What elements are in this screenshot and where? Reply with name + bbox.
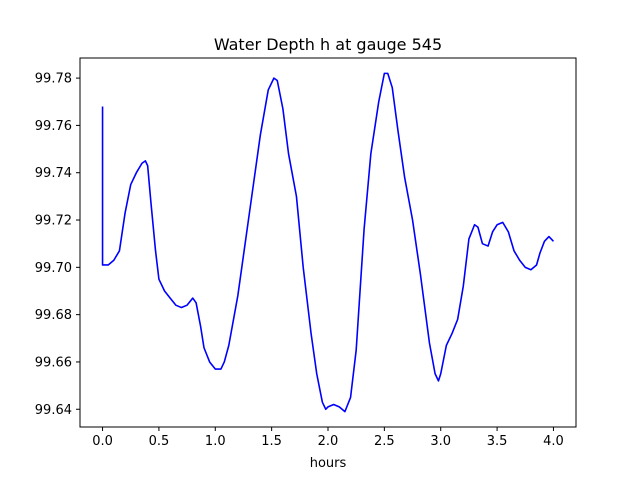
x-axis: 0.0 0.5 1.0 1.5 2.0 2.5 3.0 3.5 4.0 [92,427,564,449]
x-tick-label: 3.0 [430,434,451,449]
y-tick-label: 99.74 [35,166,72,181]
y-tick-label: 99.64 [35,403,72,418]
x-tick-label: 1.0 [205,434,226,449]
x-tick-label: 1.5 [261,434,282,449]
y-tick-label: 99.78 [35,72,72,87]
chart-title: Water Depth h at gauge 545 [214,35,442,54]
x-tick-label: 0.0 [92,434,113,449]
x-tick-label: 4.0 [543,434,564,449]
x-tick-label: 3.5 [487,434,508,449]
y-tick-label: 99.66 [35,355,72,370]
y-tick-label: 99.70 [35,261,72,276]
x-tick-label: 2.0 [318,434,339,449]
x-tick-label: 2.5 [374,434,395,449]
y-axis: 99.64 99.66 99.68 99.70 99.72 99.74 99.76 99.78 [35,72,80,418]
y-tick-label: 99.76 [35,119,72,134]
series-line-1 [101,72,555,413]
x-axis-label: hours [310,456,347,471]
series-layer [101,72,555,413]
y-tick-label: 99.68 [35,308,72,323]
y-tick-label: 99.72 [35,214,72,229]
x-tick-label: 0.5 [149,434,170,449]
